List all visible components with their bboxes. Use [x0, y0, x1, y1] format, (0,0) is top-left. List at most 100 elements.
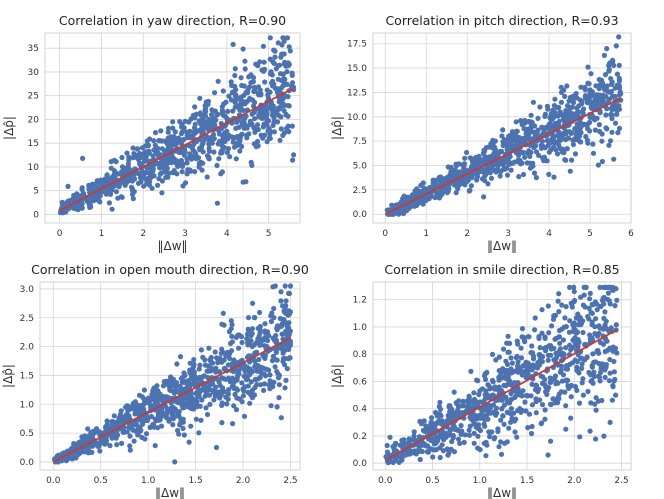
scatter-point	[522, 117, 528, 124]
scatter-point	[258, 92, 264, 98]
scatter-point	[113, 189, 119, 195]
scatter-point	[236, 124, 242, 130]
scatter-point	[546, 149, 553, 155]
scatter-point	[578, 139, 584, 145]
scatter-point	[495, 166, 501, 172]
scatter-point	[540, 374, 546, 380]
scatter-point	[183, 378, 189, 384]
x-tick-label: 2.5	[283, 476, 297, 486]
scatter-point	[587, 128, 593, 134]
scatter-point	[198, 112, 204, 118]
scatter-point	[492, 384, 498, 390]
scatter-point	[585, 388, 591, 395]
scatter-point	[250, 300, 256, 306]
scatter-point	[138, 428, 144, 434]
scatter-point	[506, 160, 512, 166]
scatter-point	[235, 134, 241, 140]
scatter-point	[219, 346, 225, 352]
y-tick-label: 1.0	[353, 323, 368, 333]
scatter-point	[71, 441, 77, 447]
scatter-points	[52, 283, 294, 465]
y-tick-label: 15.0	[347, 64, 367, 74]
scatter-point	[529, 343, 535, 349]
scatter-point	[286, 44, 292, 50]
scatter-point	[232, 391, 238, 397]
scatter-point	[561, 117, 568, 123]
scatter-point	[196, 430, 202, 436]
scatter-point	[455, 186, 461, 192]
scatter-point	[129, 178, 135, 184]
scatter-point	[243, 125, 250, 131]
scatter-point	[282, 347, 288, 353]
scatter-point	[576, 370, 582, 376]
scatter-point	[603, 362, 610, 368]
scatter-point	[79, 434, 85, 440]
scatter-point	[575, 311, 581, 317]
scatter-point	[181, 136, 187, 142]
scatter-point	[170, 125, 176, 131]
scatter-point	[563, 366, 569, 372]
scatter-point	[139, 434, 145, 440]
scatter-point	[200, 149, 206, 155]
scatter-point	[188, 423, 194, 429]
scatter-point	[547, 401, 554, 407]
x-tick-label: 6	[628, 229, 634, 239]
scatter-point	[186, 439, 192, 445]
scatter-point	[154, 394, 161, 400]
scatter-point	[495, 428, 501, 434]
x-tick-label: 0.5	[94, 476, 108, 486]
scatter-point	[256, 356, 262, 363]
scatter-point	[203, 405, 209, 411]
scatter-point	[597, 82, 603, 88]
scatter-point	[224, 128, 230, 134]
scatter-point	[276, 382, 282, 388]
scatter-point	[556, 142, 562, 148]
scatter-point	[246, 84, 253, 90]
scatter-point	[444, 446, 450, 452]
scatter-point	[508, 411, 514, 417]
scatter-point	[558, 99, 565, 105]
scatter-point	[525, 425, 531, 431]
scatter-point	[504, 340, 510, 346]
scatter-point	[151, 138, 157, 144]
scatter-point	[525, 334, 531, 340]
scatter-point	[509, 415, 515, 421]
scatter-point	[113, 159, 119, 165]
scatter-point	[99, 440, 105, 446]
scatter-point	[205, 363, 211, 369]
scatter-point	[602, 309, 608, 315]
scatter-point	[460, 410, 466, 416]
scatter-point	[232, 93, 239, 99]
scatter-point	[434, 193, 440, 199]
scatter-point	[192, 398, 198, 404]
scatter-point	[207, 401, 213, 407]
scatter-point	[479, 386, 486, 392]
scatter-point	[252, 129, 258, 135]
scatter-point	[563, 345, 569, 351]
scatter-point	[613, 392, 619, 398]
scatter-point	[482, 171, 488, 177]
scatter-point	[277, 315, 283, 322]
scatter-point	[244, 354, 251, 360]
scatter-point	[528, 393, 534, 399]
y-tick-label: 15	[28, 139, 39, 149]
scatter-point	[95, 192, 102, 198]
scatter-point	[583, 133, 589, 140]
scatter-point	[491, 436, 497, 442]
scatter-point	[588, 105, 594, 111]
scatter-point	[192, 373, 198, 379]
scatter-point	[284, 366, 290, 372]
scatter-point	[207, 381, 213, 387]
scatter-point	[588, 309, 594, 315]
scatter-point	[518, 355, 525, 361]
scatter-point	[251, 84, 258, 90]
scatter-point	[251, 124, 257, 130]
scatter-point	[236, 371, 242, 377]
y-tick-label: 10.0	[347, 113, 367, 123]
scatter-point	[289, 123, 295, 129]
scatter-point	[556, 129, 562, 135]
scatter-point	[127, 443, 133, 449]
scatter-point	[269, 310, 275, 316]
scatter-point	[466, 427, 472, 433]
scatter-point	[558, 89, 565, 95]
